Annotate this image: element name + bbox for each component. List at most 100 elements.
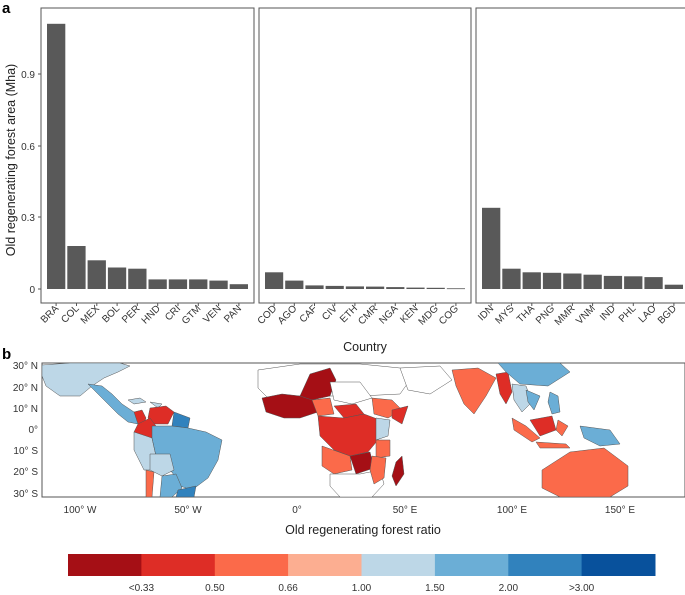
region-central-africa	[317, 413, 381, 457]
x-tick-cmr: CMR	[356, 303, 380, 327]
region-southern-africa	[329, 469, 385, 497]
bar-panel-latin-america	[40, 7, 255, 304]
x-tick-lao: LAO	[637, 303, 659, 325]
legend-swatch-5	[434, 554, 509, 576]
bar-png	[542, 272, 562, 289]
legend-label-5: 2.00	[499, 583, 519, 594]
lat-tick-30n: 30° N	[13, 361, 38, 372]
region-paraguay	[159, 473, 183, 497]
bar-bra	[47, 23, 66, 290]
x-tick-ven: VEN	[201, 303, 223, 325]
legend-swatch-7	[581, 554, 656, 576]
legend-swatch-4	[361, 554, 436, 576]
x-tick-nga: NGA	[377, 303, 400, 326]
x-tick-cog: COG	[437, 303, 461, 327]
bar-ind	[603, 275, 623, 289]
world-map	[42, 363, 629, 497]
region-caribbean	[127, 397, 147, 405]
y-tick-0.6: 0.6	[21, 142, 35, 153]
bar-phl	[624, 276, 643, 289]
lat-tick-10n: 10° N	[13, 404, 38, 415]
bar-mmr	[563, 273, 582, 289]
bar-cog	[446, 288, 465, 290]
bar-bol	[107, 267, 127, 289]
panel-b-x-axis-label: Old regenerating forest ratio	[285, 523, 441, 537]
x-tick-tha: THA	[515, 303, 537, 325]
lat-tick-20n: 20° N	[13, 383, 38, 394]
region-venezuela	[147, 405, 175, 425]
lat-tick-30s: 30° S	[13, 489, 38, 500]
bar-col	[67, 246, 86, 289]
region-mozambique	[369, 455, 387, 485]
x-tick-hnd: HND	[140, 303, 163, 326]
bar-caf	[305, 285, 324, 289]
lon-tick-100e: 100° E	[497, 505, 527, 516]
bar-eth	[345, 286, 364, 289]
legend-swatch-1	[141, 554, 216, 576]
region-tanzania	[375, 439, 391, 459]
lon-tick-50e: 50° E	[393, 505, 418, 516]
bar-ago	[285, 280, 304, 289]
bar-tha	[522, 272, 541, 289]
bar-panel-asia-pacific	[475, 7, 685, 304]
x-tick-bra: BRA	[39, 303, 62, 326]
region-sumatra	[511, 417, 541, 443]
x-tick-idn: IDN	[476, 303, 496, 323]
lat-tick-20s: 20° S	[13, 467, 38, 478]
legend-label-0: <0.33	[129, 583, 155, 594]
bar-mdg	[426, 287, 445, 289]
x-tick-phl: PHL	[617, 303, 639, 325]
legend-label-2: 0.66	[278, 583, 298, 594]
lon-tick-150e: 150° E	[605, 505, 635, 516]
panel-a-letter: a	[2, 0, 11, 17]
region-nigeria	[311, 397, 335, 417]
legend-label-6: >3.00	[569, 583, 595, 594]
x-tick-civ: CIV	[320, 303, 340, 323]
bar-lao	[644, 277, 663, 289]
legend-swatch-6	[508, 554, 583, 576]
region-new-guinea	[579, 425, 621, 447]
y-axis-ticks: 0 0.3 0.6 0.9	[21, 70, 35, 296]
x-tick-caf: CAF	[298, 303, 320, 325]
legend-swatch-2	[214, 554, 289, 576]
region-madagascar	[391, 455, 405, 487]
region-somalia	[391, 405, 409, 425]
x-tick-bgd: BGD	[656, 303, 679, 326]
x-tick-col: COL	[59, 303, 82, 326]
bar-cod	[265, 272, 284, 289]
bar-hnd	[148, 279, 167, 289]
x-tick-bol: BOL	[100, 303, 122, 325]
x-tick-ind: IND	[598, 303, 618, 323]
legend-label-1: 0.50	[205, 583, 225, 594]
x-tick-mys: MYS	[494, 303, 517, 326]
x-tick-mdg: MDG	[417, 303, 441, 327]
region-china	[497, 363, 571, 387]
bar-cmr	[366, 286, 385, 289]
panel-b-letter: b	[2, 346, 11, 363]
bar-bgd	[664, 284, 683, 289]
lat-tick-10s: 10° S	[13, 446, 38, 457]
legend-swatch-3	[288, 554, 362, 576]
region-philippines	[547, 391, 561, 415]
y-tick-0: 0	[29, 285, 35, 296]
bar-idn	[482, 207, 501, 289]
lon-tick-0: 0°	[292, 505, 302, 516]
lon-tick-100w: 100° W	[64, 505, 97, 516]
region-chad-sudan	[329, 381, 373, 405]
x-tick-ken: KEN	[398, 303, 420, 325]
bar-pan	[229, 284, 248, 289]
panel-a-x-axis-label: Country	[343, 340, 388, 354]
region-myanmar	[495, 371, 513, 405]
region-java	[535, 441, 571, 449]
bar-nga	[386, 287, 405, 289]
lon-tick-50w: 50° W	[174, 505, 202, 516]
bar-mex	[87, 260, 106, 289]
y-tick-0.9: 0.9	[21, 70, 35, 81]
x-tick-pan: PAN	[222, 303, 244, 325]
x-tick-mmr: MMR	[553, 303, 578, 328]
lat-tick-0: 0°	[28, 425, 38, 436]
region-chile	[145, 469, 155, 497]
bar-civ	[325, 285, 344, 289]
bar-vnm	[583, 274, 602, 289]
